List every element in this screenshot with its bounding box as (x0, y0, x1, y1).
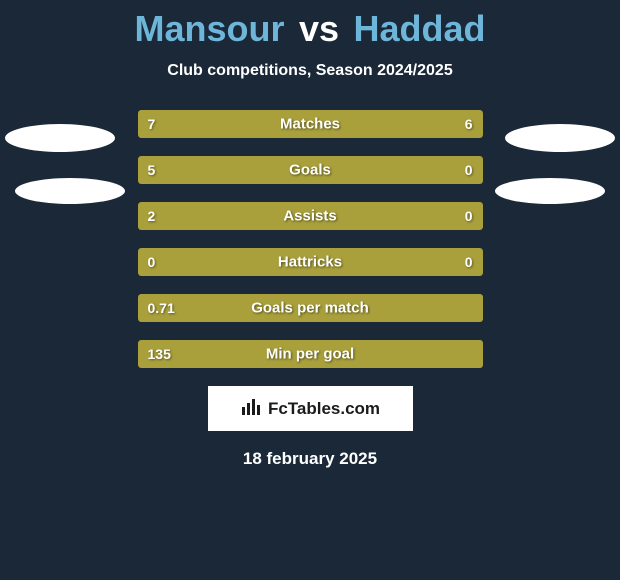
stat-row-matches: 7 Matches 6 (138, 110, 483, 138)
stat-row-hattricks: 0 Hattricks 0 (138, 248, 483, 276)
stat-value-right: 0 (465, 208, 473, 224)
stat-label: Min per goal (138, 346, 483, 363)
stat-label: Goals (138, 162, 483, 179)
stats-bars-container: 7 Matches 6 5 Goals 0 2 Assists 0 0 Hatt… (138, 110, 483, 368)
stat-label: Assists (138, 208, 483, 225)
stat-row-goals-per-match: 0.71 Goals per match (138, 294, 483, 322)
logo-text: FcTables.com (268, 399, 380, 419)
stat-row-goals: 5 Goals 0 (138, 156, 483, 184)
vs-separator: vs (299, 8, 339, 49)
player-left-name: Mansour (135, 8, 285, 49)
subtitle: Club competitions, Season 2024/2025 (0, 62, 620, 80)
team-crest-right-upper (505, 124, 615, 152)
footer-date: 18 february 2025 (0, 449, 620, 469)
team-crest-left-lower (15, 178, 125, 204)
chart-icon (240, 395, 262, 422)
title-row: Mansour vs Haddad (0, 0, 620, 50)
fctables-logo[interactable]: FcTables.com (208, 386, 413, 431)
stat-label: Hattricks (138, 254, 483, 271)
stat-label: Matches (138, 116, 483, 133)
player-right-name: Haddad (353, 8, 485, 49)
stat-value-right: 6 (465, 116, 473, 132)
stat-row-assists: 2 Assists 0 (138, 202, 483, 230)
stat-value-right: 0 (465, 254, 473, 270)
stat-label: Goals per match (138, 300, 483, 317)
stat-value-right: 0 (465, 162, 473, 178)
team-crest-right-lower (495, 178, 605, 204)
stat-row-min-per-goal: 135 Min per goal (138, 340, 483, 368)
team-crest-left-upper (5, 124, 115, 152)
